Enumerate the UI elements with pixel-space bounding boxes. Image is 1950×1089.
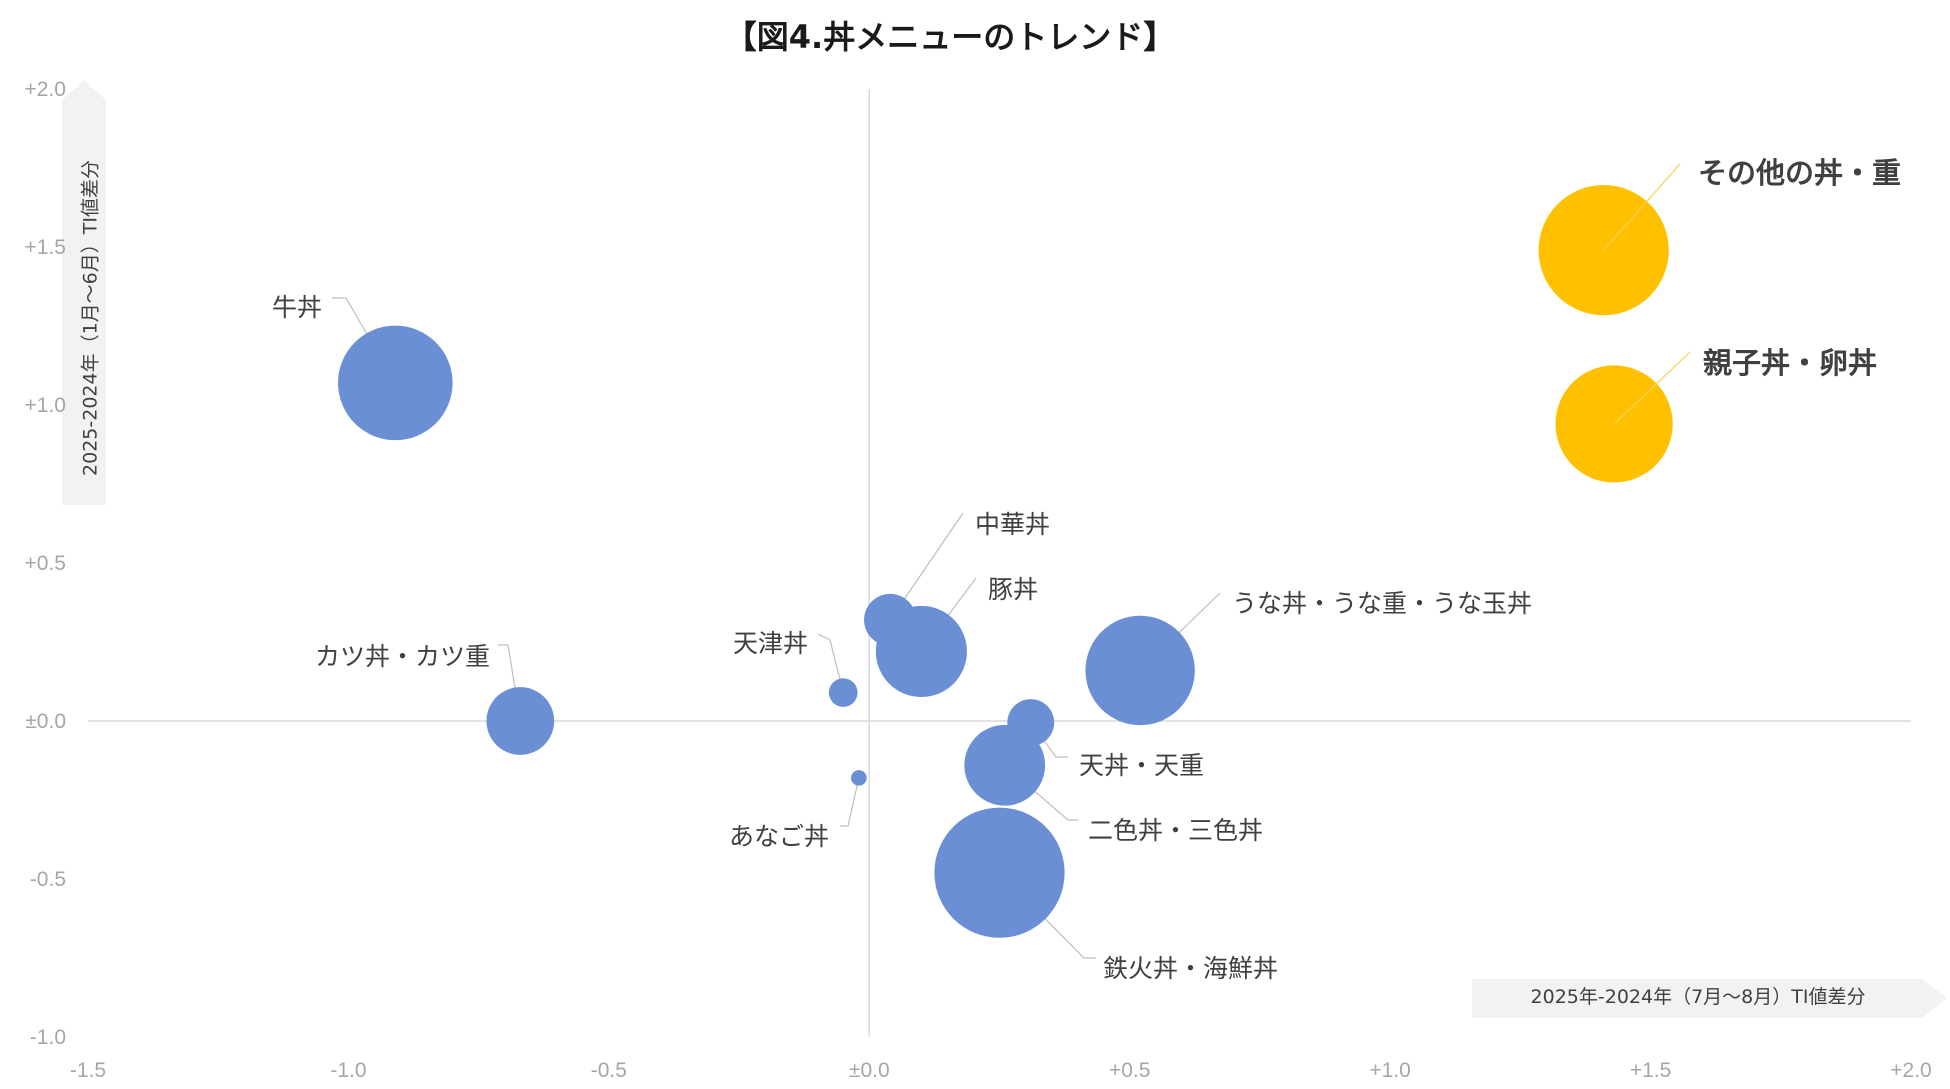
- data-label: 天丼・天重: [1079, 751, 1204, 780]
- y-tick-label: +1.5: [25, 236, 66, 259]
- y-tick-label: +0.5: [25, 552, 66, 575]
- data-label: 中華丼: [975, 510, 1050, 539]
- bubble: [338, 325, 453, 441]
- x-tick-label: +2.0: [1890, 1059, 1931, 1082]
- x-axis-title-arrow: [1472, 979, 1947, 1018]
- data-label: 鉄火丼・海鮮丼: [1103, 954, 1278, 983]
- leader-line: [840, 777, 860, 827]
- data-label: 牛丼: [272, 293, 322, 322]
- y-tick-label: +2.0: [25, 78, 66, 101]
- bubble: [934, 807, 1065, 938]
- x-tick-label: -1.0: [330, 1059, 366, 1082]
- data-label: カツ丼・カツ重: [315, 642, 490, 671]
- y-tick-label: ±0.0: [25, 710, 66, 733]
- bubble: [964, 724, 1046, 806]
- chart-title: 【図4.丼メニューのトレンド】: [725, 18, 1175, 56]
- bubble: [851, 770, 867, 786]
- y-tick-label: -1.0: [30, 1026, 66, 1049]
- y-axis-title-arrow: [62, 80, 106, 505]
- x-tick-label: -1.5: [70, 1059, 106, 1082]
- x-tick-label: ±0.0: [849, 1059, 890, 1082]
- y-tick-label: +1.0: [25, 394, 66, 417]
- leader-line: [1603, 163, 1681, 251]
- bubble: [828, 678, 858, 707]
- data-label: 豚丼: [988, 575, 1038, 604]
- x-tick-label: +1.5: [1630, 1059, 1671, 1082]
- data-label: 二色丼・三色丼: [1088, 816, 1263, 845]
- x-tick-label: +0.5: [1109, 1059, 1150, 1082]
- data-label: 天津丼: [733, 629, 808, 658]
- y-tick-label: -0.5: [30, 868, 66, 891]
- data-label: あなご丼: [729, 822, 829, 851]
- x-tick-label: +1.0: [1369, 1059, 1410, 1082]
- bubble: [486, 687, 555, 755]
- x-axis-title: 2025年-2024年（7月～8月）TI値差分: [1531, 986, 1866, 1008]
- y-axis-title: 2025-2024年（1月～6月）TI値差分: [80, 160, 102, 476]
- data-label: 親子丼・卵丼: [1703, 346, 1877, 380]
- data-label: うな丼・うな重・うな玉丼: [1232, 589, 1532, 618]
- x-tick-label: -0.5: [591, 1059, 627, 1082]
- bubble: [1085, 615, 1195, 726]
- leader-line: [1613, 351, 1691, 425]
- leader-line: [817, 633, 844, 693]
- data-label: その他の丼・重: [1698, 156, 1901, 190]
- bubble: [875, 605, 967, 698]
